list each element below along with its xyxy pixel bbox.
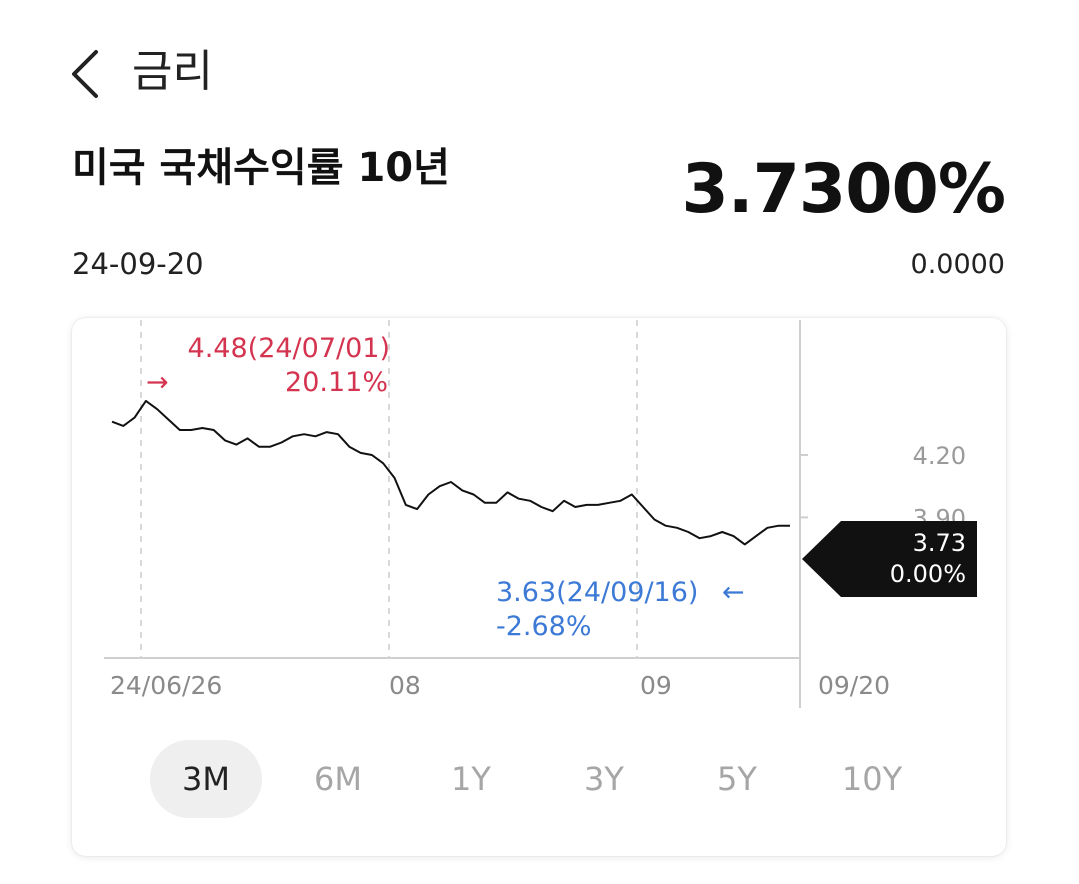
period-5y[interactable]: 5Y (717, 760, 757, 798)
period-selector: 3M 6M 1Y 3Y 5Y 10Y (150, 740, 940, 818)
value-change: 0.0000 (910, 249, 1005, 280)
instrument-name: 미국 국채수익률 10년 (72, 145, 450, 191)
period-3y[interactable]: 3Y (584, 760, 624, 798)
current-value: 3.7300% (681, 150, 1006, 229)
period-3m[interactable]: 3M (150, 740, 262, 818)
period-6m[interactable]: 6M (314, 760, 362, 798)
header-title: 금리 (132, 46, 213, 97)
chevron-left-icon (72, 50, 98, 98)
period-1y[interactable]: 1Y (451, 760, 491, 798)
header-bar: 금리 (0, 0, 1079, 130)
back-button[interactable] (62, 42, 118, 106)
quote-date: 24-09-20 (72, 247, 204, 281)
period-10y[interactable]: 10Y (841, 760, 903, 798)
